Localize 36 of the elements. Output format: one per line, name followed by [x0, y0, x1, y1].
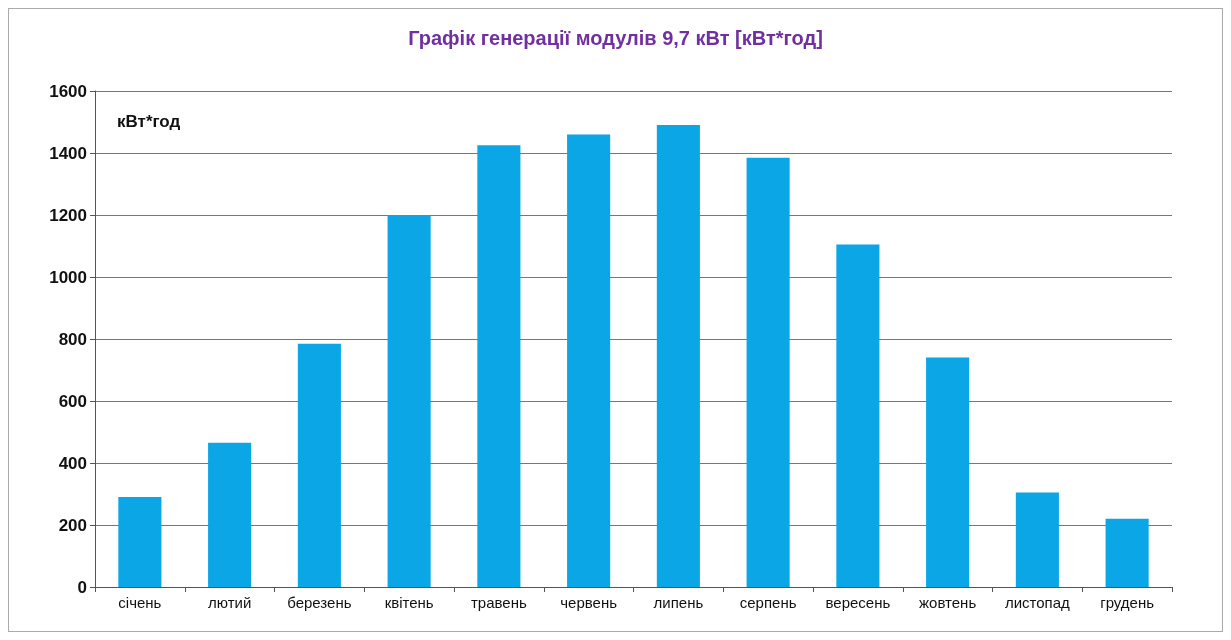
bar — [746, 157, 790, 587]
x-tick-label: березень — [287, 594, 352, 611]
x-tick-label: серпень — [739, 594, 797, 611]
x-tick-label: червень — [560, 594, 618, 611]
y-tick-label: 600 — [58, 391, 87, 411]
x-tick-label: травень — [470, 594, 527, 611]
y-tick-label: 0 — [77, 577, 87, 597]
y-tick-label: 400 — [58, 453, 87, 473]
x-tick-label: лютий — [207, 594, 252, 611]
y-tick-label: 1200 — [49, 205, 87, 225]
x-tick-label: квітень — [384, 594, 434, 611]
y-tick-label: 200 — [58, 515, 87, 535]
x-tick-label: жовтень — [919, 594, 977, 611]
bar — [1105, 518, 1149, 587]
bar — [926, 357, 970, 587]
x-tick-label: вересень — [825, 594, 891, 611]
bar — [836, 244, 880, 587]
y-tick-label: 1400 — [49, 143, 87, 163]
bar — [208, 442, 252, 587]
chart-title: Графік генерації модулів 9,7 кВт [кВт*год] — [408, 27, 823, 49]
y-axis-title: кВт*год — [117, 112, 181, 131]
y-tick-label: 1600 — [49, 81, 87, 101]
bar — [567, 134, 611, 587]
x-tick-label: листопад — [1004, 594, 1071, 611]
y-tick-label: 1000 — [49, 267, 87, 287]
x-tick-label: липень — [653, 594, 704, 611]
bar — [118, 497, 162, 587]
bar — [477, 145, 521, 587]
bar — [656, 125, 700, 587]
x-tick-label: грудень — [1100, 594, 1155, 611]
bar — [1015, 492, 1059, 587]
x-tick-label: січень — [118, 594, 162, 611]
bar — [387, 215, 431, 587]
chart-frame: кВт*год 0 200 400 600 800 1000 1200 1400 1600 січень лютий березень квітень травень червень липень серпень вересень жовтень листопад грудень Графік генерації модулів 9,7 кВт [кВт*год] — [8, 8, 1223, 632]
y-tick-label: 800 — [58, 329, 87, 349]
bar — [297, 343, 341, 587]
